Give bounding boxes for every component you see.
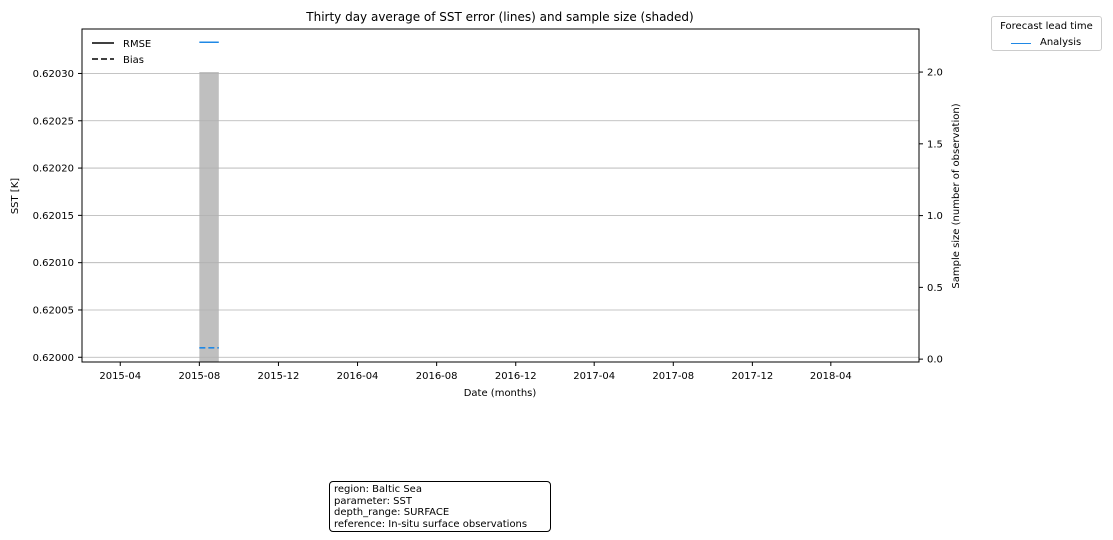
y-tick-label: 0.62020: [33, 164, 74, 175]
analysis-legend-swatch: [1011, 43, 1031, 44]
y-tick-label: 0.62000: [33, 353, 74, 364]
x-tick-label: 2017-08: [652, 371, 694, 382]
metric-legend: RMSE Bias: [92, 39, 151, 66]
bias-legend-label: Bias: [123, 55, 144, 66]
info-depth-range: depth_range: SURFACE: [334, 507, 450, 519]
analysis-legend-label: Analysis: [1040, 37, 1082, 48]
info-region: region: Baltic Sea: [334, 484, 422, 495]
forecast-legend-title: Forecast lead time: [1000, 21, 1093, 32]
y-tick-label: 0.62015: [33, 211, 74, 222]
y2-tick-label: 2.0: [927, 68, 943, 79]
y-tick-label: 0.62025: [33, 116, 74, 127]
x-tick-label: 2016-12: [495, 371, 537, 382]
x-tick-label: 2017-04: [573, 371, 615, 382]
x-tick-label: 2015-04: [99, 371, 141, 382]
x-axis-label: Date (months): [464, 388, 537, 399]
info-parameter: parameter: SST: [334, 495, 412, 507]
plot-frame: [81, 28, 920, 363]
x-tick-label: 2015-08: [178, 371, 220, 382]
x-tick-label: 2018-04: [810, 371, 852, 382]
y2-axis-label: Sample size (number of observation): [951, 103, 962, 288]
x-tick-label: 2016-08: [416, 371, 458, 382]
y-tick-label: 0.62030: [33, 69, 74, 80]
y2-tick-label: 0.5: [927, 283, 943, 294]
y2-tick-label: 0.0: [927, 355, 943, 366]
x-tick-label: 2015-12: [258, 371, 300, 382]
y2-tick-label: 1.0: [927, 211, 943, 222]
y-tick-label: 0.62010: [33, 258, 74, 269]
forecast-legend: Forecast lead time Analysis: [991, 16, 1102, 51]
x-tick-label: 2016-04: [337, 371, 379, 382]
rmse-legend-label: RMSE: [123, 39, 151, 50]
y-axis-label: SST [K]: [10, 178, 21, 214]
y2-tick-label: 1.5: [927, 139, 943, 150]
y-tick-label: 0.62005: [33, 305, 74, 316]
chart-title: Thirty day average of SST error (lines) …: [305, 10, 693, 24]
sample-size-bar: [199, 72, 219, 362]
info-box: region: Baltic Sea parameter: SST depth_…: [329, 481, 551, 532]
info-reference: reference: In-situ surface observations: [334, 519, 528, 531]
x-tick-label: 2017-12: [731, 371, 773, 382]
